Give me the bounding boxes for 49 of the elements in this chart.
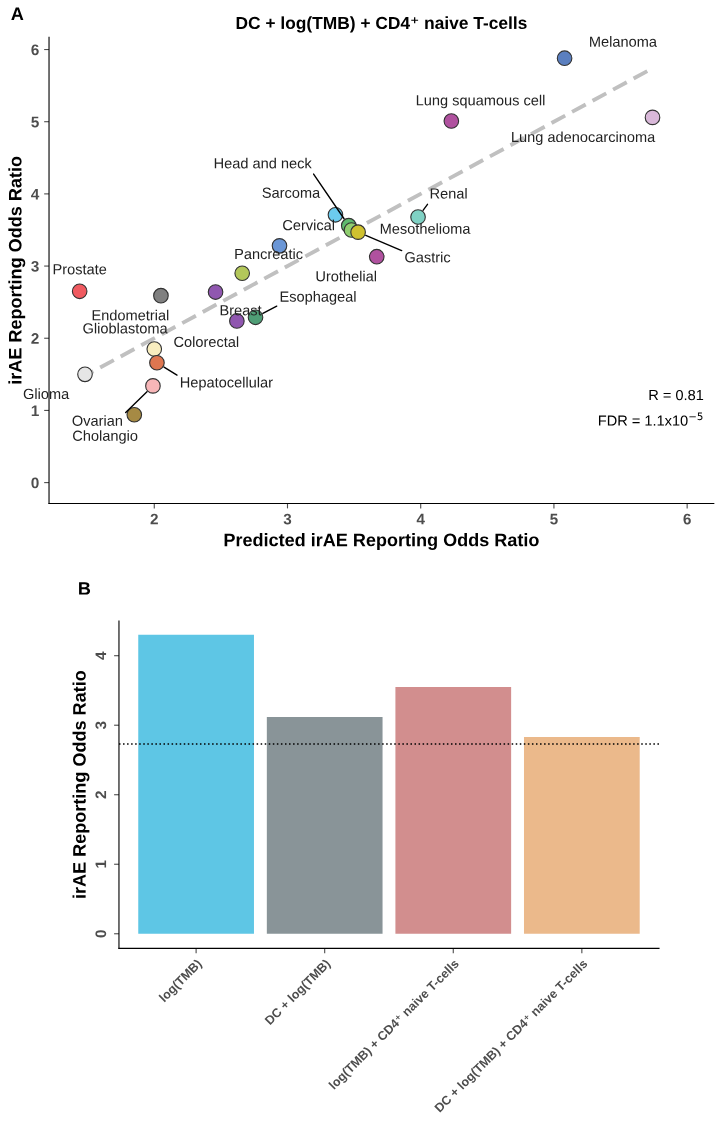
annotation: Glioblastoma <box>83 322 168 334</box>
y-axis-title: irAE Reporting Odds Ratio <box>8 156 26 384</box>
annotation: Breast <box>220 305 262 316</box>
x-tick-label: 3 <box>283 513 292 525</box>
x-tick-label: 2 <box>150 513 158 525</box>
x-tick-label: 6 <box>683 513 691 525</box>
bar <box>395 686 512 934</box>
annotation: Mesothelioma <box>380 223 471 234</box>
y-tick-label: 5 <box>31 116 39 128</box>
y-tick-label: 2 <box>31 333 39 344</box>
y-tick-label: 6 <box>31 44 39 56</box>
annotation: Renal <box>430 187 467 199</box>
annotation: Head and neck <box>214 157 312 169</box>
annotation: Pancreatic <box>235 248 303 260</box>
y-tick-label: 2 <box>95 791 107 799</box>
y-tick-label: 0 <box>95 930 107 938</box>
annotation: Prostate <box>53 264 107 275</box>
y-tick-label: 3 <box>31 260 39 272</box>
annotation: Hepatocellular <box>180 376 273 391</box>
annotation: Colorectal <box>174 336 239 348</box>
x-axis-title: Predicted irAE Reporting Odds Ratio <box>224 533 539 550</box>
annotation: Gastric <box>405 251 451 263</box>
annotation: Lung squamous cell <box>416 94 545 109</box>
annotation: Sarcoma <box>262 187 321 198</box>
bar <box>523 737 640 934</box>
text: B <box>79 582 91 595</box>
y-tick-label: 0 <box>31 477 39 489</box>
annotation: Urothelial <box>316 270 377 282</box>
y-tick-label: 1 <box>31 405 39 416</box>
text: A <box>11 7 24 20</box>
annotation: R = 0.81 <box>649 389 704 401</box>
x-tick-label: 5 <box>550 513 558 525</box>
y-tick-label: 1 <box>95 860 107 868</box>
y-tick-label: 3 <box>95 721 107 730</box>
bar <box>266 716 383 934</box>
x-tick-label: 4 <box>416 513 425 525</box>
y-tick-label: 4 <box>95 651 107 660</box>
bar <box>138 634 254 934</box>
y-tick-label: 4 <box>31 188 40 200</box>
annotation: Esophageal <box>280 291 356 305</box>
annotation: Melanoma <box>590 36 657 47</box>
y-axis-title: irAE Reporting Odds Ratio <box>72 671 90 898</box>
annotation: Endometrial <box>92 309 169 321</box>
annotation: Ovarian <box>72 415 122 426</box>
chart-title: DC + log(TMB) + CD4⁺ naive T-cells <box>236 16 527 33</box>
annotation: Cervical <box>283 219 335 231</box>
annotation: Lung adenocarcinoma <box>512 131 656 146</box>
annotation: Cholangio <box>73 430 138 444</box>
annotation: FDR = 1.1x10$^{−5}$ <box>598 412 703 426</box>
